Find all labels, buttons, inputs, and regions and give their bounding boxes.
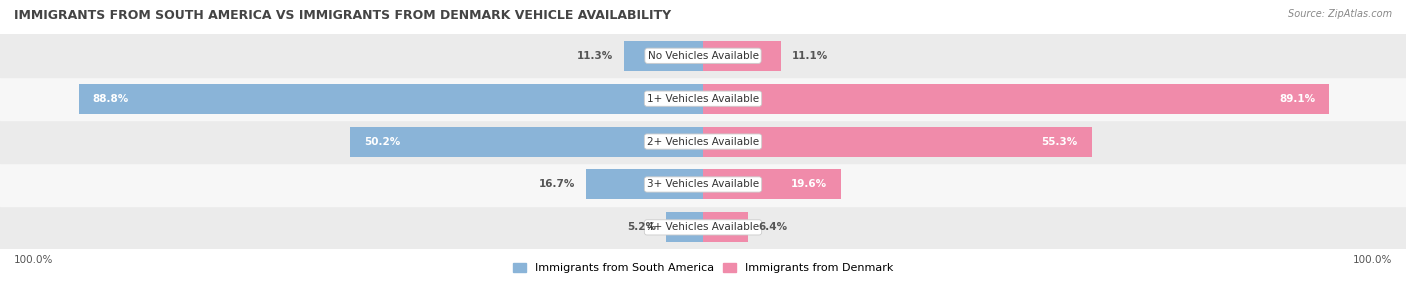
Bar <box>0 206 1406 249</box>
Bar <box>586 169 703 200</box>
Text: 2+ Vehicles Available: 2+ Vehicles Available <box>647 137 759 146</box>
Text: 11.1%: 11.1% <box>792 51 828 61</box>
Bar <box>0 163 1406 206</box>
Text: 6.4%: 6.4% <box>759 223 787 232</box>
Bar <box>703 212 748 243</box>
Text: 50.2%: 50.2% <box>364 137 401 146</box>
Bar <box>666 212 703 243</box>
Text: 3+ Vehicles Available: 3+ Vehicles Available <box>647 180 759 189</box>
Text: No Vehicles Available: No Vehicles Available <box>648 51 758 61</box>
Bar <box>79 84 703 114</box>
Legend: Immigrants from South America, Immigrants from Denmark: Immigrants from South America, Immigrant… <box>508 259 898 278</box>
Bar <box>703 41 782 71</box>
Bar <box>0 77 1406 120</box>
Bar <box>0 120 1406 163</box>
Text: 19.6%: 19.6% <box>790 180 827 189</box>
Text: 100.0%: 100.0% <box>14 255 53 265</box>
Text: 1+ Vehicles Available: 1+ Vehicles Available <box>647 94 759 104</box>
Bar <box>350 126 703 156</box>
Bar <box>703 126 1092 156</box>
Text: 4+ Vehicles Available: 4+ Vehicles Available <box>647 223 759 232</box>
Text: IMMIGRANTS FROM SOUTH AMERICA VS IMMIGRANTS FROM DENMARK VEHICLE AVAILABILITY: IMMIGRANTS FROM SOUTH AMERICA VS IMMIGRA… <box>14 9 671 21</box>
Bar <box>624 41 703 71</box>
Text: 88.8%: 88.8% <box>93 94 129 104</box>
Bar <box>703 84 1330 114</box>
Text: Source: ZipAtlas.com: Source: ZipAtlas.com <box>1288 9 1392 19</box>
Text: 5.2%: 5.2% <box>627 223 655 232</box>
Bar <box>0 34 1406 77</box>
Text: 55.3%: 55.3% <box>1042 137 1078 146</box>
Text: 11.3%: 11.3% <box>576 51 613 61</box>
Text: 100.0%: 100.0% <box>1353 255 1392 265</box>
Text: 89.1%: 89.1% <box>1279 94 1316 104</box>
Bar <box>703 169 841 200</box>
Text: 16.7%: 16.7% <box>538 180 575 189</box>
